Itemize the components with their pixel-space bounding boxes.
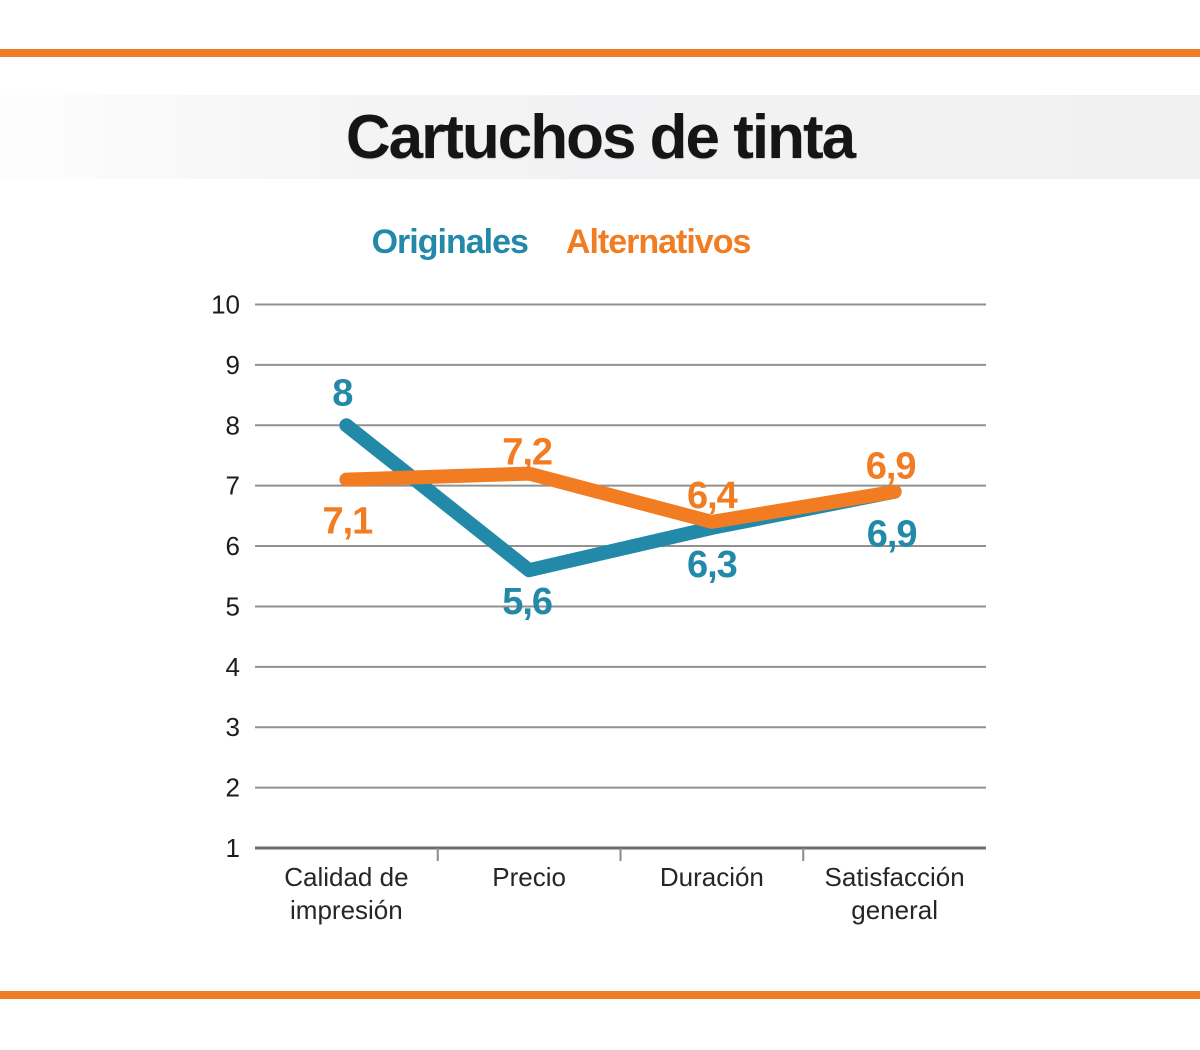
legend-item-alternativos: Alternativos bbox=[565, 223, 751, 261]
top-accent-bar bbox=[0, 49, 1200, 57]
data-label-originales: 5,6 bbox=[502, 581, 552, 623]
category-label: general bbox=[851, 895, 938, 925]
category-label: impresión bbox=[290, 895, 403, 925]
y-axis-tick-label: 4 bbox=[226, 652, 240, 682]
data-label-originales: 6,3 bbox=[687, 544, 737, 586]
chart-legend: Originales Alternativos bbox=[0, 224, 1161, 260]
category-label: Calidad de bbox=[284, 862, 408, 892]
bottom-accent-bar bbox=[0, 991, 1200, 999]
y-axis-tick-label: 6 bbox=[226, 531, 240, 561]
y-axis-tick-label: 3 bbox=[226, 712, 240, 742]
page-title: Cartuchos de tinta bbox=[345, 102, 856, 172]
y-axis-tick-label: 7 bbox=[226, 471, 240, 501]
legend-item-originales: Originales bbox=[371, 223, 529, 261]
data-label-alternativos: 7,1 bbox=[322, 501, 373, 543]
category-label: Satisfacción bbox=[825, 862, 965, 892]
data-label-originales: 6,9 bbox=[867, 514, 917, 556]
y-axis-tick-label: 5 bbox=[226, 591, 240, 621]
data-label-alternativos: 7,2 bbox=[502, 432, 552, 474]
data-label-alternativos: 6,4 bbox=[687, 475, 738, 517]
y-axis-tick-label: 10 bbox=[211, 290, 240, 320]
y-axis-tick-label: 2 bbox=[226, 773, 240, 803]
data-label-alternativos: 6,9 bbox=[866, 446, 916, 488]
y-axis-tick-label: 9 bbox=[226, 350, 240, 380]
title-band: Cartuchos de tinta bbox=[0, 95, 1200, 179]
series-line-alternativos bbox=[339, 466, 902, 529]
category-label: Precio bbox=[492, 862, 566, 892]
category-label: Duración bbox=[660, 862, 764, 892]
data-label-originales: 8 bbox=[332, 372, 352, 414]
y-axis-tick-label: 1 bbox=[226, 833, 240, 863]
y-axis-tick-label: 8 bbox=[226, 410, 240, 440]
